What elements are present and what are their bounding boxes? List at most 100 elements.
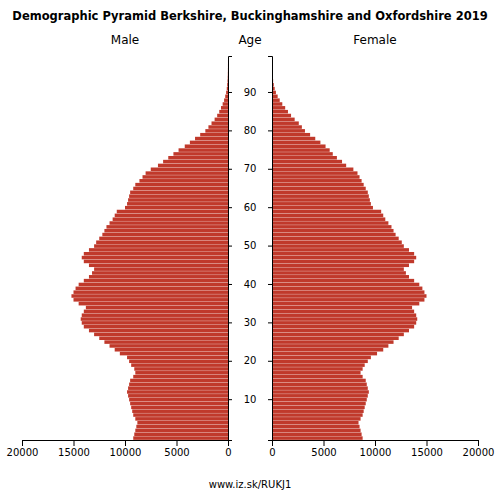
axis-line bbox=[268, 57, 273, 441]
bar bbox=[272, 340, 394, 344]
bar bbox=[127, 356, 228, 360]
tick-mark bbox=[228, 322, 232, 323]
bar bbox=[104, 340, 228, 344]
tick-label: 10000 bbox=[360, 447, 392, 458]
bar bbox=[227, 79, 228, 83]
bar bbox=[227, 68, 228, 72]
bar bbox=[272, 371, 361, 375]
bar bbox=[272, 379, 366, 383]
tick: 5000 bbox=[164, 440, 189, 458]
title: Demographic Pyramid Berkshire, Buckingha… bbox=[12, 9, 487, 23]
bar bbox=[227, 72, 228, 76]
tick-mark bbox=[125, 440, 126, 446]
bar bbox=[128, 198, 228, 202]
bar bbox=[272, 271, 406, 275]
bar bbox=[94, 333, 228, 337]
bar bbox=[272, 164, 346, 168]
bar bbox=[129, 383, 228, 387]
bar bbox=[272, 333, 404, 337]
bar bbox=[272, 329, 409, 333]
bar bbox=[135, 183, 228, 187]
bar bbox=[163, 160, 228, 164]
bar bbox=[120, 352, 228, 356]
bar bbox=[272, 129, 305, 133]
bar bbox=[272, 298, 424, 302]
bar bbox=[96, 240, 228, 244]
bar bbox=[272, 171, 357, 175]
bar bbox=[272, 175, 360, 179]
bar bbox=[84, 325, 228, 329]
bar bbox=[219, 110, 228, 114]
bar bbox=[272, 137, 315, 141]
bar bbox=[82, 256, 228, 260]
bar bbox=[79, 302, 228, 306]
bar bbox=[133, 187, 228, 191]
bar bbox=[272, 102, 282, 106]
tick-mark bbox=[228, 169, 232, 170]
tick-mark bbox=[22, 440, 23, 446]
bar bbox=[190, 141, 228, 145]
tick-label: 5000 bbox=[164, 447, 189, 458]
bar bbox=[272, 283, 419, 287]
bar bbox=[272, 336, 399, 340]
x-axis: 05000100001500020000 bbox=[7, 440, 232, 458]
bar bbox=[102, 233, 228, 237]
bar bbox=[272, 383, 367, 387]
tick-label: 20000 bbox=[463, 447, 495, 458]
bar bbox=[115, 214, 228, 218]
tick-mark bbox=[268, 207, 272, 208]
tick-label: 15000 bbox=[58, 447, 90, 458]
bar bbox=[272, 144, 326, 148]
bar bbox=[272, 287, 422, 291]
bar bbox=[110, 221, 228, 225]
tick-mark bbox=[228, 361, 232, 362]
tick-label: 10 bbox=[244, 394, 257, 405]
bar bbox=[272, 214, 383, 218]
bar bbox=[272, 260, 414, 264]
y-axis: 102030405060708090 bbox=[228, 57, 256, 441]
bar bbox=[226, 91, 228, 95]
series-label: Male bbox=[111, 33, 139, 47]
tick: 5000 bbox=[311, 440, 336, 458]
tick: 20000 bbox=[463, 440, 495, 458]
bar bbox=[125, 206, 228, 210]
bar bbox=[221, 106, 228, 110]
bar bbox=[272, 168, 353, 172]
bar bbox=[272, 121, 299, 125]
bar bbox=[272, 409, 364, 413]
bar bbox=[272, 386, 368, 390]
tick-mark bbox=[268, 130, 272, 131]
bar bbox=[195, 137, 228, 141]
tick-label: 0 bbox=[225, 447, 231, 458]
bar bbox=[272, 352, 377, 356]
bar bbox=[227, 75, 228, 79]
bar bbox=[89, 329, 228, 333]
tick-mark bbox=[268, 169, 272, 170]
bar bbox=[143, 175, 228, 179]
bar bbox=[272, 114, 291, 118]
bar bbox=[272, 187, 366, 191]
bar bbox=[272, 432, 362, 436]
bar bbox=[272, 221, 388, 225]
bar bbox=[272, 367, 363, 371]
bar bbox=[215, 118, 228, 122]
tick-label: 0 bbox=[269, 447, 275, 458]
tick bbox=[268, 284, 272, 285]
tick-label: 15000 bbox=[411, 447, 443, 458]
bar bbox=[272, 306, 412, 310]
tick: 0 bbox=[269, 440, 275, 458]
bar bbox=[200, 133, 228, 137]
tick: 40 bbox=[228, 279, 256, 290]
bar bbox=[76, 287, 228, 291]
bar bbox=[84, 310, 228, 314]
tick-label: 10000 bbox=[110, 447, 142, 458]
bar bbox=[130, 379, 228, 383]
bar bbox=[151, 168, 228, 172]
bar bbox=[227, 64, 228, 68]
bar bbox=[272, 398, 367, 402]
bar bbox=[272, 325, 414, 329]
bar bbox=[71, 294, 228, 298]
tick-mark bbox=[375, 440, 376, 446]
tick-label: 40 bbox=[244, 279, 257, 290]
bar bbox=[272, 421, 359, 425]
